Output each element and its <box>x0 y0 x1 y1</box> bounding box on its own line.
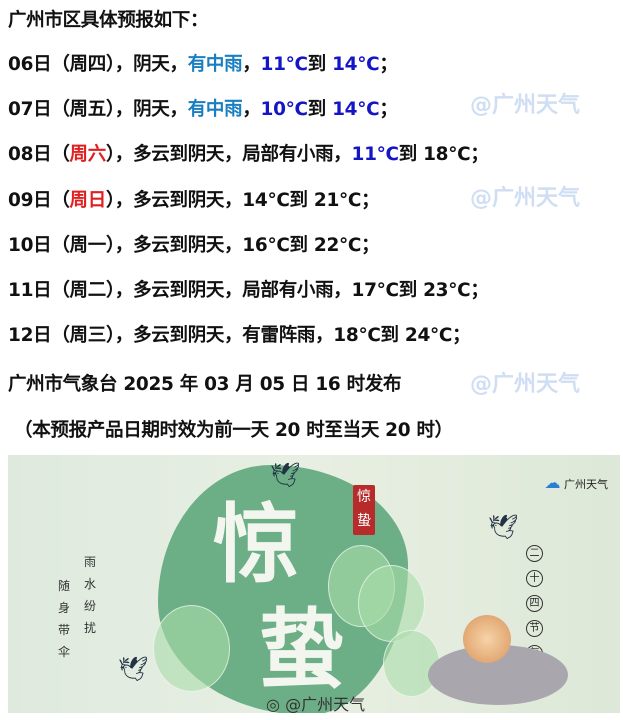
forecast-segment: 到 <box>307 54 333 75</box>
forecast-row: 10日（周一），多云到阴天，16℃到 22℃； <box>8 231 380 257</box>
forecast-segment: 周六 <box>69 144 107 165</box>
forecast-segment: 11℃ <box>260 54 309 75</box>
forecast-segment: ， <box>242 99 261 120</box>
forecast-segment: 11日（周二），多云到阴天，局部有小雨，17℃到 23℃； <box>8 280 489 301</box>
swallow-icon: 🕊 <box>118 655 148 683</box>
forecast-row: 06日（周四），阴天，有中雨，11℃到 14℃； <box>8 50 398 76</box>
title-char-jing: 惊 <box>213 495 299 595</box>
circled-char: 节 <box>526 620 543 637</box>
forecast-row: 08日（周六），多云到阴天，局部有小雨，11℃到 18℃； <box>8 140 489 166</box>
forecast-segment: 14℃ <box>332 99 380 120</box>
forecast-segment: 有中雨 <box>187 54 243 75</box>
jingzhe-banner-image: 惊 蛰 惊蛰 雨水纷扰 随身带伞 二 十 四 节 气 🕊 🕊 🕊 ☁ 广州天气 … <box>8 455 620 713</box>
forecast-segment: 06日（周四），阴天， <box>8 54 188 75</box>
leaf-bubble <box>383 630 440 697</box>
forecast-segment: 有中雨 <box>187 99 243 120</box>
circled-char: 十 <box>526 570 543 587</box>
forecast-segment: 12日（周三），多云到阴天，有雷阵雨，18℃到 24℃； <box>8 325 471 346</box>
forecast-segment: 10日（周一），多云到阴天，16℃到 22℃； <box>8 235 380 256</box>
circled-char: 二 <box>526 545 543 562</box>
red-seal: 惊蛰 <box>353 485 375 535</box>
validity-note: （本预报产品日期时效为前一天 20 时至当天 20 时） <box>14 420 453 441</box>
forecast-row: 07日（周五），阴天，有中雨，10℃到 14℃； <box>8 95 398 121</box>
forecast-segment: 09日（ <box>8 190 70 211</box>
swallow-icon: 🕊 <box>270 461 300 489</box>
poem-column-2: 随身带伞 <box>58 579 71 659</box>
forecast-segment: ），多云到阴天，局部有小雨， <box>105 144 352 165</box>
leaf-bubble <box>358 565 425 642</box>
logo-icon: ☁ <box>544 473 561 492</box>
title-char-zhe: 蛰 <box>258 600 344 700</box>
watermark: @广州天气 <box>470 372 581 397</box>
guangzhou-weather-logo: ☁ 广州天气 <box>545 473 609 492</box>
leaf-bubble <box>153 605 230 692</box>
forecast-segment: 11℃ <box>351 144 400 165</box>
weibo-icon: ◎ <box>266 695 280 713</box>
forecast-segment: 07日（周五），阴天， <box>8 99 188 120</box>
watermark: @广州天气 <box>470 93 581 118</box>
weibo-handle: @广州天气 <box>285 695 366 713</box>
forecast-segment: 08日（ <box>8 144 70 165</box>
forecast-segment: 到 <box>307 99 333 120</box>
forecast-heading: 广州市区具体预报如下： <box>8 10 209 31</box>
logo-text: 广州天气 <box>564 478 608 491</box>
snail <box>463 615 511 663</box>
poem-column-1: 雨水纷扰 <box>84 555 97 635</box>
circled-char: 四 <box>526 595 543 612</box>
forecast-segment: 14℃ <box>332 54 380 75</box>
forecast-segment: ； <box>379 54 398 75</box>
weibo-watermark: ◎ @广州天气 <box>266 691 365 713</box>
forecast-row: 09日（周日），多云到阴天，14℃到 21℃； <box>8 186 380 212</box>
forecast-segment: 到 18℃； <box>398 144 489 165</box>
forecast-segment: ， <box>242 54 261 75</box>
forecast-row: 12日（周三），多云到阴天，有雷阵雨，18℃到 24℃； <box>8 321 471 347</box>
forecast-segment: ），多云到阴天，14℃到 21℃； <box>105 190 380 211</box>
watermark: @广州天气 <box>470 186 581 211</box>
forecast-segment: ； <box>379 99 398 120</box>
forecast-row: 11日（周二），多云到阴天，局部有小雨，17℃到 23℃； <box>8 276 489 302</box>
issued-text: 广州市气象台 2025 年 03 月 05 日 16 时发布 <box>8 374 402 395</box>
swallow-icon: 🕊 <box>488 513 518 541</box>
forecast-segment: 10℃ <box>260 99 309 120</box>
forecast-segment: 周日 <box>69 190 107 211</box>
